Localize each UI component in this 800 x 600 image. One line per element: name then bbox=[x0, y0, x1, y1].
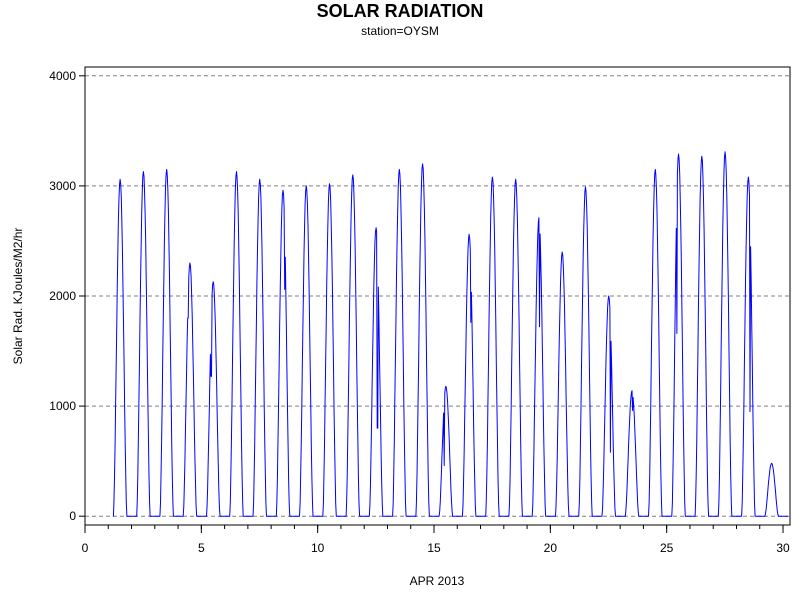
y-tick-label: 4000 bbox=[49, 69, 76, 83]
x-tick-label: 5 bbox=[198, 541, 205, 555]
y-tick-label: 3000 bbox=[49, 179, 76, 193]
y-tick-label: 2000 bbox=[49, 289, 76, 303]
x-tick-label: 20 bbox=[544, 541, 558, 555]
chart-subtitle: station=OYSM bbox=[361, 24, 439, 38]
y-tick-label: 1000 bbox=[49, 399, 76, 413]
x-tick-label: 0 bbox=[82, 541, 89, 555]
x-axis-label: APR 2013 bbox=[410, 574, 465, 588]
solar-radiation-series-line bbox=[112, 151, 789, 517]
x-tick-label: 15 bbox=[427, 541, 441, 555]
y-axis: 0 1000 2000 3000 4000 bbox=[49, 69, 85, 523]
y-axis-label: Solar Rad. KJoules/M2/hr bbox=[11, 228, 25, 365]
series-layer bbox=[112, 151, 789, 517]
y-tick-label: 0 bbox=[69, 509, 76, 523]
chart-title: SOLAR RADIATION bbox=[317, 1, 484, 21]
x-tick-label: 25 bbox=[660, 541, 674, 555]
x-tick-label: 10 bbox=[311, 541, 325, 555]
x-axis: 0 5 10 15 20 25 30 bbox=[82, 525, 790, 555]
x-tick-label: 30 bbox=[776, 541, 790, 555]
